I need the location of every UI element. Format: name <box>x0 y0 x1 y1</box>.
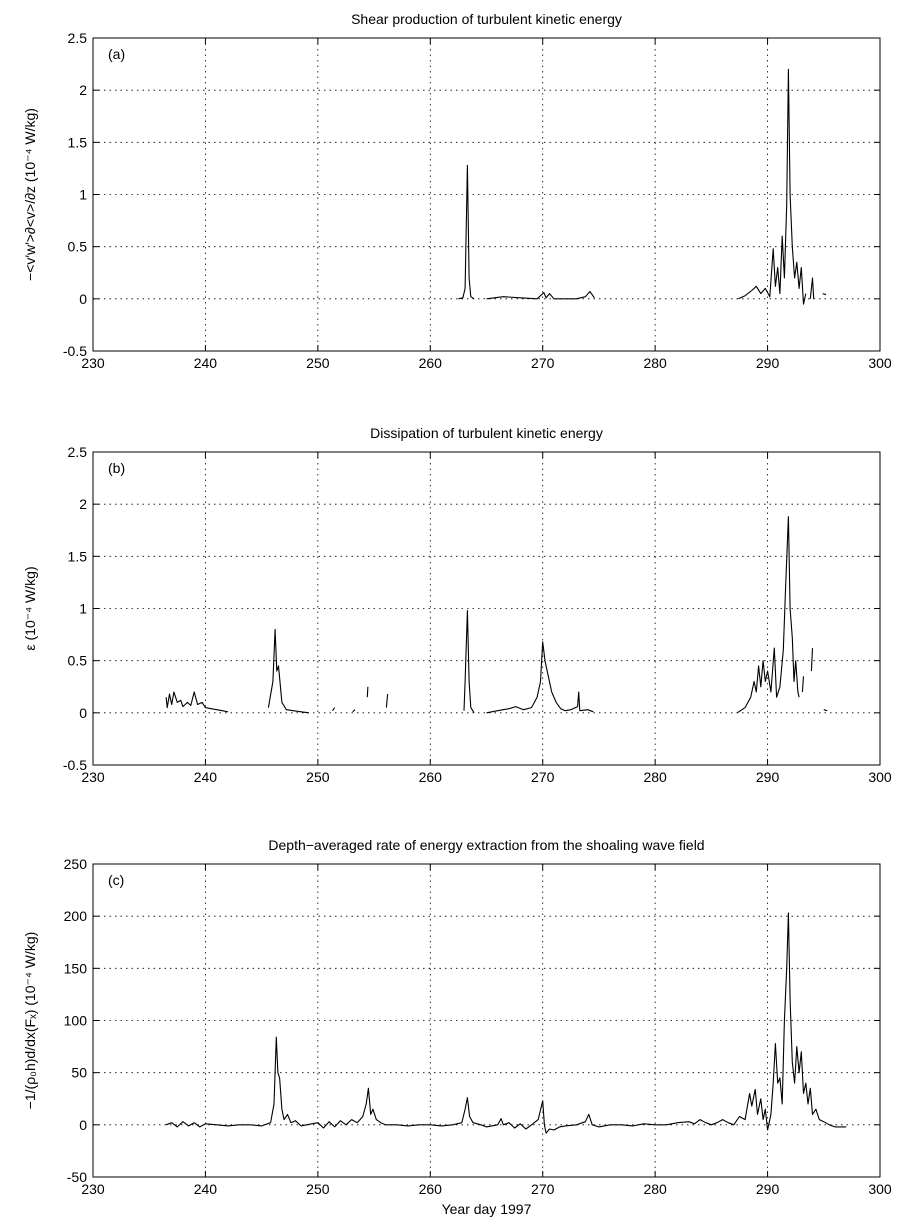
series-line <box>332 707 336 712</box>
y-tick-label: 1.5 <box>68 548 88 564</box>
y-axis-label: ε (10⁻⁴ W/kg) <box>22 566 38 650</box>
plot-frame <box>92 863 881 1178</box>
y-tick-label: 1.5 <box>68 134 88 150</box>
x-tick-label: 290 <box>756 769 780 785</box>
x-tick-label: 230 <box>81 355 105 371</box>
series-line <box>486 290 595 300</box>
x-tick-label: 270 <box>531 769 555 785</box>
series-line <box>267 628 309 714</box>
series-line <box>458 164 475 300</box>
x-tick-label: 270 <box>531 1181 555 1197</box>
x-axis-label: Year day 1997 <box>442 1201 532 1217</box>
x-tick-label: 300 <box>868 355 892 371</box>
chart-title: Depth−averaged rate of energy extraction… <box>268 837 704 853</box>
y-tick-label: 0.5 <box>68 653 88 669</box>
x-tick-label: 230 <box>81 1181 105 1197</box>
y-tick-label: 200 <box>64 908 88 924</box>
x-tick-label: 260 <box>419 1181 443 1197</box>
series-line <box>810 648 814 672</box>
panel-b: 230 240 250 260 270 280 290 300 -0.5 0 0.5 1 1.5 2 2.5… <box>22 425 892 785</box>
series-line <box>822 293 827 296</box>
x-tick-label: 280 <box>643 769 667 785</box>
y-tick-label: 1 <box>79 601 87 617</box>
panel-label: (b) <box>108 460 125 476</box>
x-tick-label: 300 <box>868 1181 892 1197</box>
y-tick-label: 50 <box>71 1065 87 1081</box>
x-tick-label: 270 <box>531 355 555 371</box>
y-tick-label: 100 <box>64 1013 88 1029</box>
panel-label: (a) <box>108 46 125 62</box>
series-line <box>738 68 807 305</box>
y-tick-label: 2 <box>79 82 87 98</box>
x-tick-label: 290 <box>756 1181 780 1197</box>
y-tick-label: 150 <box>64 960 88 976</box>
y-tick-label: 2 <box>79 496 87 512</box>
y-tick-label: 2.5 <box>68 444 88 460</box>
y-axis-label: −1/(ρ₀h)d/dx(Fₓ) (10⁻⁴ W/kg) <box>22 932 38 1110</box>
y-tick-label: -0.5 <box>63 757 87 773</box>
series-line <box>736 516 800 714</box>
series-line <box>801 676 805 693</box>
y-tick-label: 250 <box>64 856 88 872</box>
y-tick-label: 0 <box>79 1117 87 1133</box>
plot-frame <box>92 37 881 352</box>
x-tick-label: 240 <box>194 1181 218 1197</box>
plot-frame <box>92 451 881 766</box>
series-line <box>823 709 828 712</box>
x-tick-label: 260 <box>419 769 443 785</box>
x-tick-label: 300 <box>868 769 892 785</box>
x-tick-label: 280 <box>643 355 667 371</box>
y-tick-label: 0 <box>79 291 87 307</box>
y-tick-label: 0 <box>79 705 87 721</box>
x-tick-label: 280 <box>643 1181 667 1197</box>
x-tick-label: 240 <box>194 355 218 371</box>
x-tick-label: 230 <box>81 769 105 785</box>
panel-c: 230 240 250 260 270 280 290 300 -50 0 50 100 150 200 2… <box>22 837 892 1217</box>
x-tick-label: 290 <box>756 355 780 371</box>
series-line <box>366 686 369 698</box>
x-tick-label: 250 <box>306 769 330 785</box>
panel-label: (c) <box>108 872 124 888</box>
series-line <box>463 610 475 714</box>
y-tick-label: 1 <box>79 187 87 203</box>
y-tick-label: -50 <box>67 1169 87 1185</box>
chart-title: Dissipation of turbulent kinetic energy <box>370 425 603 441</box>
panel-a: 230 240 250 260 270 280 290 300 -0.5 0 0.5 1 1.5 2 2.5… <box>22 11 892 371</box>
series-line <box>486 641 594 714</box>
chart-title: Shear production of turbulent kinetic en… <box>351 11 622 27</box>
x-tick-label: 240 <box>194 769 218 785</box>
y-axis-label: −<v′w′>∂<v>/∂z (10⁻⁴ W/kg) <box>22 108 38 281</box>
x-tick-label: 250 <box>306 355 330 371</box>
y-tick-label: 0.5 <box>68 239 88 255</box>
series-line <box>809 277 815 299</box>
y-tick-label: -0.5 <box>63 343 87 359</box>
series-line <box>352 709 356 713</box>
x-tick-label: 250 <box>306 1181 330 1197</box>
series-line <box>165 691 229 713</box>
series-line <box>385 694 389 708</box>
y-tick-label: 2.5 <box>68 30 88 46</box>
x-tick-label: 260 <box>419 355 443 371</box>
series-line <box>165 912 847 1134</box>
